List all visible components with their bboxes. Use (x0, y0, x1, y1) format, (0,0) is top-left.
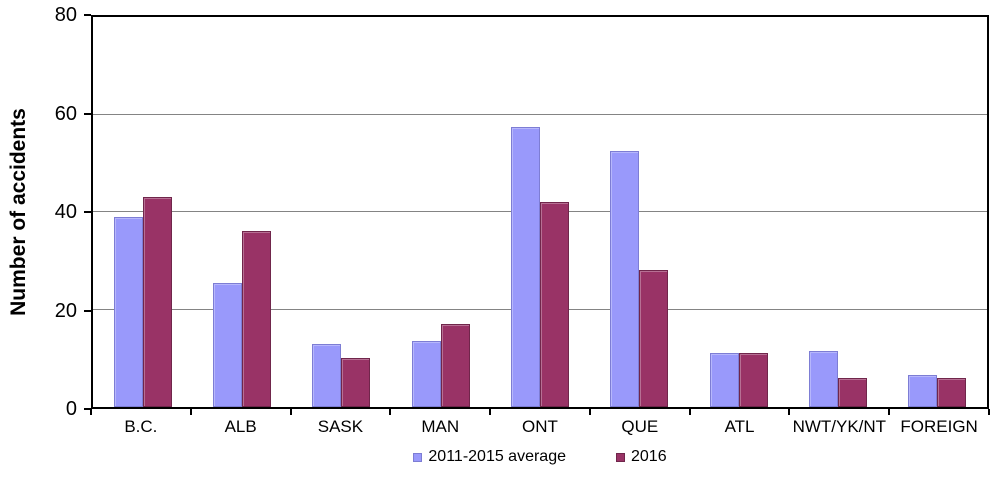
x-axis-label-que: QUE (621, 417, 659, 436)
x-tick-mark (888, 409, 891, 415)
bar-2011-2015-average-sask (312, 344, 341, 407)
legend: 2011-2015 average 2016 (91, 448, 989, 466)
bar-2016-b-c (143, 197, 172, 407)
legend-item-2011-2015-average: 2011-2015 average (413, 448, 566, 466)
y-tick-label: 40 (54, 201, 77, 223)
plot-area (91, 15, 989, 409)
x-tick-mark (90, 409, 92, 415)
x-axis-label-sask: SASK (317, 417, 364, 436)
y-tick-label: 20 (54, 299, 77, 322)
x-axis-label-b-c: B.C. (124, 417, 158, 436)
x-tick-mark (389, 409, 392, 415)
legend-label: 2016 (631, 448, 667, 465)
y-tick-mark (84, 211, 91, 213)
gridline (93, 113, 987, 115)
y-tick-label: 0 (65, 398, 77, 420)
bar-2011-2015-average-que (610, 151, 639, 407)
x-tick-mark (688, 409, 691, 415)
legend-label: 2011-2015 average (428, 448, 566, 465)
x-tick-mark (189, 409, 192, 415)
bar-2016-alb (242, 231, 271, 407)
bar-2016-man (441, 324, 470, 407)
bar-2016-foreign (937, 378, 966, 407)
bar-2011-2015-average-b-c (114, 217, 143, 407)
y-tick-mark (84, 309, 91, 312)
bar-2011-2015-average-alb (213, 283, 242, 407)
bar-2016-que (639, 270, 668, 407)
bar-2016-atl (739, 353, 768, 407)
x-axis-label-alb: ALB (224, 417, 257, 436)
legend-item-2016: 2016 (616, 448, 667, 466)
bar-2016-nwt-yk-nt (838, 378, 867, 407)
x-axis-label-nwt-yk-nt: NWT/YK/NT (792, 417, 887, 436)
x-tick-mark (988, 409, 990, 415)
x-tick-mark (489, 409, 492, 415)
x-axis-label-foreign: FOREIGN (900, 417, 978, 436)
bar-2011-2015-average-foreign (908, 375, 937, 407)
x-tick-mark (289, 409, 292, 415)
x-axis-label-atl: ATL (724, 417, 755, 436)
y-tick-label: 80 (54, 4, 77, 26)
y-tick-mark (84, 14, 91, 16)
legend-swatch-icon (616, 452, 625, 462)
y-tick-label: 60 (54, 102, 77, 125)
y-tick-mark (84, 112, 91, 115)
bar-2011-2015-average-atl (710, 353, 739, 407)
legend-swatch-icon (413, 452, 423, 462)
bar-2016-sask (341, 358, 370, 407)
bar-2011-2015-average-ont (511, 127, 540, 407)
x-tick-mark (788, 409, 791, 415)
y-tick-mark (84, 408, 91, 410)
x-tick-mark (588, 409, 591, 415)
bar-2011-2015-average-man (412, 341, 441, 407)
bar-2016-ont (540, 202, 569, 407)
x-axis-label-man: MAN (421, 417, 460, 436)
x-axis-label-ont: ONT (522, 417, 558, 436)
bar-2011-2015-average-nwt-yk-nt (809, 351, 838, 407)
